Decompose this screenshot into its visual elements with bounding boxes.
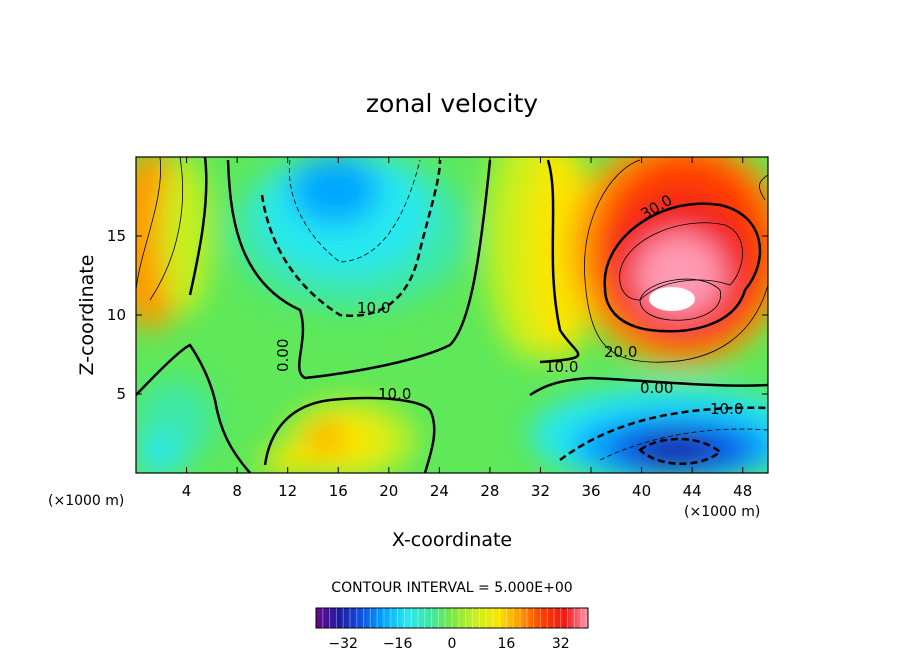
y-tick-label: 10 (107, 306, 126, 324)
x-tick-label: 8 (232, 482, 242, 500)
colorbar-tick-label: −32 (328, 636, 358, 652)
y-tick-label: 15 (107, 227, 126, 245)
contour-left-edge (136, 157, 183, 301)
x-tick-label: 40 (632, 482, 651, 500)
colorbar-tick-label: 16 (497, 636, 515, 652)
colorbar-tick-label: 32 (552, 636, 570, 652)
contour-interval-text: CONTOUR INTERVAL = 5.000E+00 (331, 580, 572, 596)
contour-00-right (529, 376, 768, 397)
x-axis-ticks: 4 8 12 16 20 24 28 32 36 40 44 48 (182, 157, 752, 500)
max-core (649, 287, 695, 311)
contour-neg-right (559, 406, 768, 462)
velocity-field: 30.0 20.0 10.0 0.00 10.0 10.0 0.00 10.0 (136, 157, 768, 473)
y-tick-label: 5 (116, 385, 126, 403)
contour-10 (539, 159, 580, 364)
x-tick-label: 32 (531, 482, 550, 500)
x-tick-label: 28 (480, 482, 499, 500)
x-tick-label: 4 (182, 482, 192, 500)
colorbar-stripes (322, 608, 582, 628)
contour-label-10-right: 10.0 (710, 400, 743, 418)
y-axis-label: Z-coordinate (76, 255, 98, 376)
contour-label-20: 20.0 (604, 343, 637, 361)
contour-35b (639, 278, 721, 321)
chart-title: zonal velocity (366, 89, 538, 118)
x-axis-label: X-coordinate (392, 529, 512, 551)
contour-label-00-right: 0.00 (640, 379, 673, 397)
contour-30 (603, 202, 762, 333)
contour-neg-inner (599, 428, 768, 461)
field-color-blobs (136, 157, 768, 473)
x-tick-label: 12 (278, 482, 297, 500)
colorbar-tick-label: 0 (448, 636, 457, 652)
contour-neg10 (260, 159, 442, 317)
colorbar (315, 607, 589, 629)
contour-labels: 30.0 20.0 10.0 0.00 10.0 10.0 0.00 10.0 (274, 191, 743, 418)
x-unit-label-left: (×1000 m) (48, 493, 124, 509)
x-tick-label: 48 (733, 482, 752, 500)
colorbar-ticks: −32 −16 0 16 32 (328, 636, 569, 652)
x-tick-label: 44 (683, 482, 702, 500)
contour-10-bottom (263, 396, 436, 473)
contour-label-neg10-top: 10.0 (357, 299, 390, 317)
contour-left-thick (188, 157, 208, 296)
colorbar-tick-label: −16 (383, 636, 413, 652)
contour-20 (584, 159, 768, 363)
x-tick-label: 24 (430, 482, 449, 500)
contour-left-05 (136, 343, 251, 473)
contour-label-10-bottom: 10.0 (378, 385, 411, 403)
x-tick-label: 36 (581, 482, 600, 500)
contour-label-00-left: 0.00 (274, 339, 292, 372)
contour-35 (619, 222, 743, 301)
x-tick-label: 20 (379, 482, 398, 500)
contour-00-left (226, 159, 492, 380)
x-tick-label: 16 (329, 482, 348, 500)
contour-neg-core (638, 437, 722, 465)
y-axis-ticks: 5 10 15 (107, 227, 768, 403)
contour-label-10-mid: 10.0 (545, 358, 578, 376)
x-unit-label-right: (×1000 m) (684, 504, 760, 520)
contour-lines (136, 157, 768, 473)
